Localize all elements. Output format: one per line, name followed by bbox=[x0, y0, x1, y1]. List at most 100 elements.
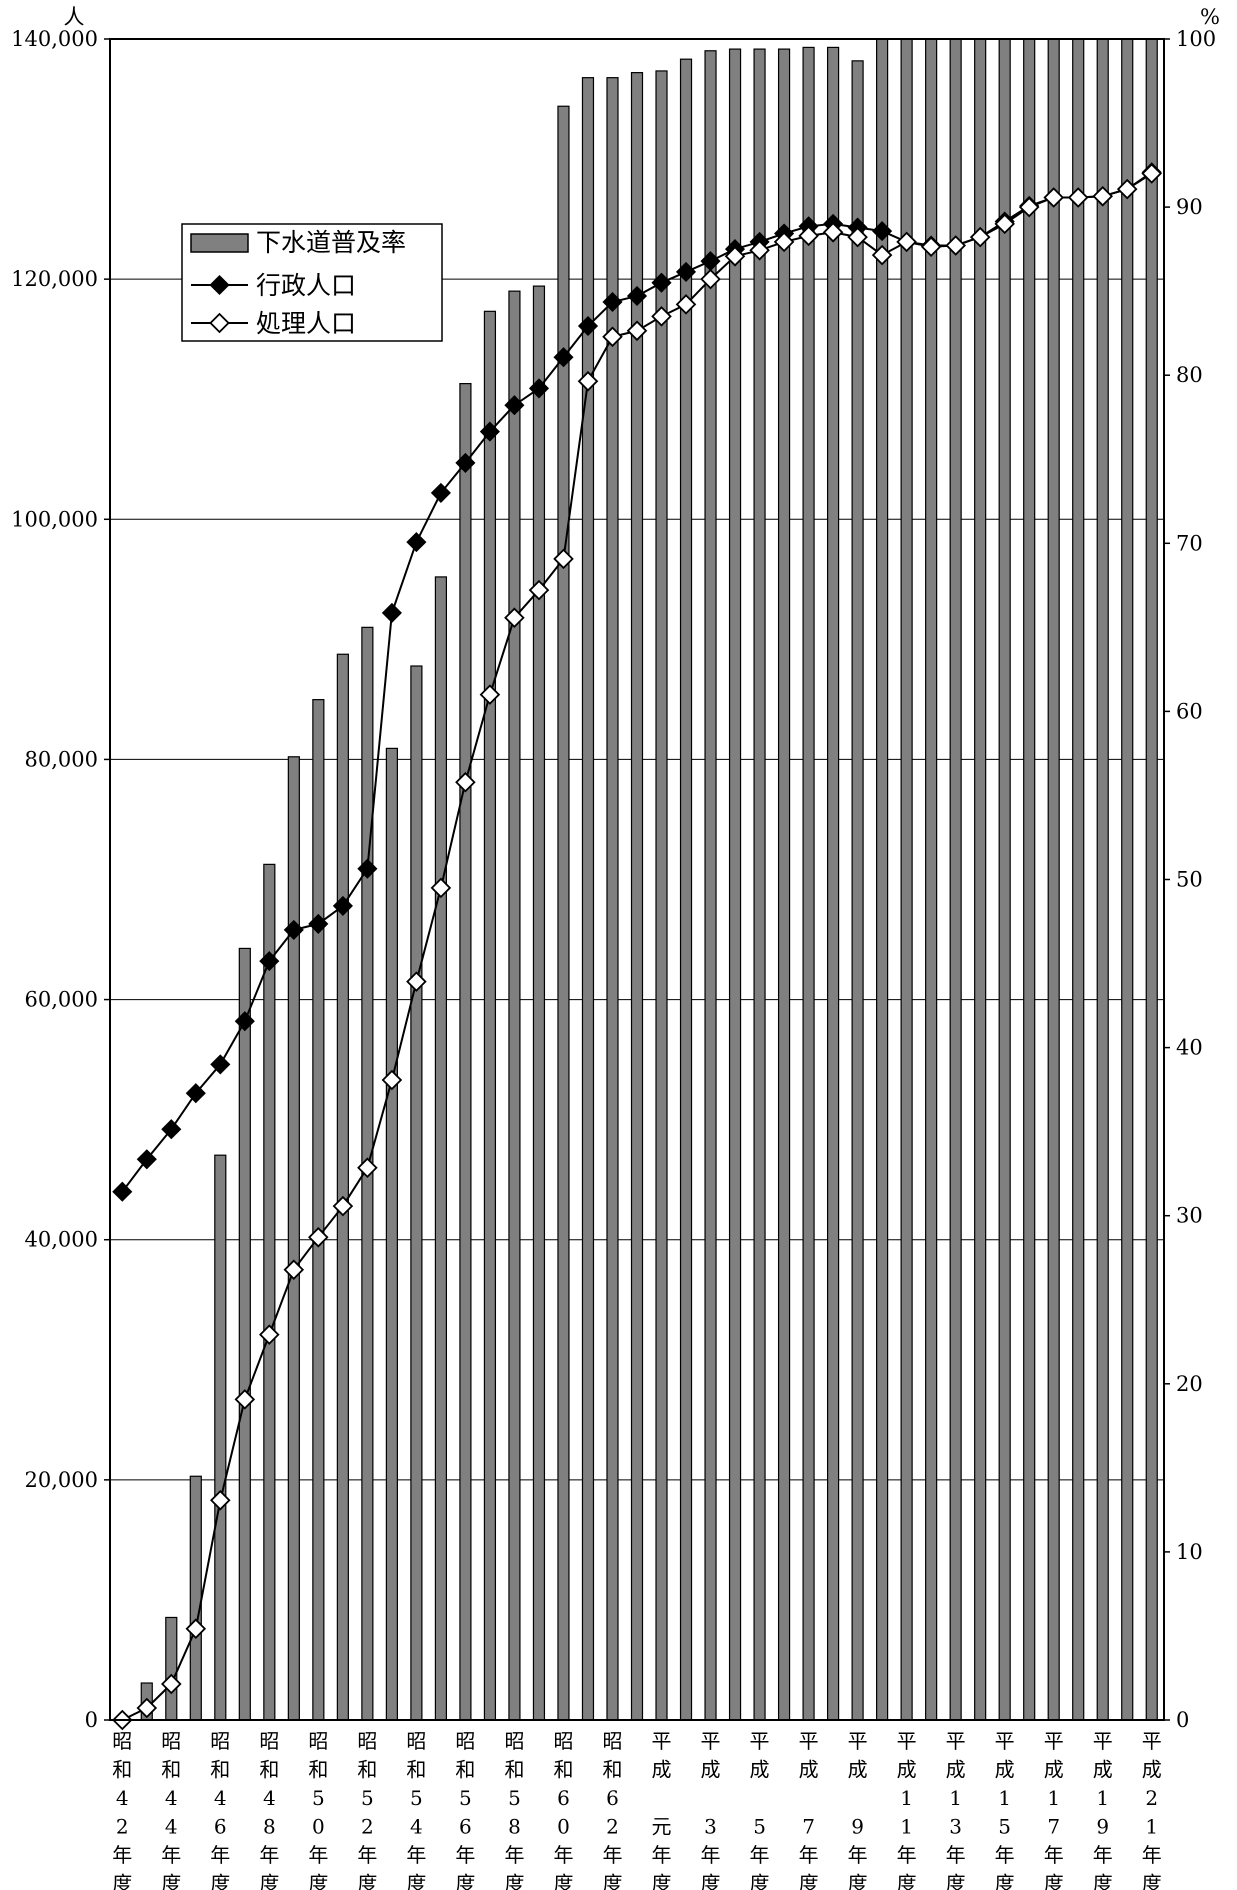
right-tick-label: 90 bbox=[1176, 195, 1203, 219]
marker-open-diamond bbox=[1141, 163, 1162, 184]
marker-open-diamond bbox=[1067, 187, 1089, 208]
legend: 下水道普及率 行政人口 処理人口 bbox=[181, 223, 443, 342]
right-tick-label: 40 bbox=[1176, 1036, 1203, 1060]
category-label-glyph: 成 bbox=[701, 1758, 721, 1782]
marker-open-diamond bbox=[724, 246, 746, 267]
category-label-glyph: 成 bbox=[750, 1758, 770, 1782]
category-label-glyph: 平 bbox=[897, 1729, 917, 1753]
left-tick-label: 40,000 bbox=[25, 1228, 98, 1252]
category-label-glyph: 昭 bbox=[112, 1729, 132, 1753]
bar bbox=[974, 38, 987, 1721]
category-label-glyph: 年 bbox=[1142, 1843, 1162, 1867]
category-label: 昭和 5 6 年度 bbox=[455, 1729, 475, 1890]
category-label-glyph: 昭 bbox=[455, 1729, 475, 1753]
bar bbox=[214, 1154, 227, 1721]
marker-filled-diamond bbox=[283, 919, 304, 940]
bar bbox=[1072, 38, 1085, 1721]
marker-filled-diamond bbox=[185, 1083, 206, 1104]
category-label: 平成 7 年度 bbox=[799, 1729, 819, 1890]
right-axis-ticks: 0 10 20 30 40 50 60 70 80 90 100 bbox=[1164, 27, 1216, 1732]
marker-open-diamond bbox=[1092, 186, 1113, 207]
right-tick-label: 100 bbox=[1176, 27, 1216, 51]
left-tick-label: 100,000 bbox=[11, 507, 98, 531]
category-label-glyph: 平 bbox=[652, 1729, 672, 1753]
marker-open-diamond bbox=[651, 306, 672, 327]
category-label-glyph: 平 bbox=[799, 1729, 819, 1753]
category-label-glyph: 4 bbox=[214, 1786, 227, 1810]
marker-open-diamond bbox=[577, 370, 599, 392]
category-label-glyph: 和 bbox=[553, 1758, 573, 1782]
category-label-glyph: 5 bbox=[753, 1815, 766, 1839]
category-label: 昭和 6 2 年度 bbox=[602, 1729, 622, 1890]
category-label-glyph: 8 bbox=[508, 1815, 521, 1839]
right-tick-label: 0 bbox=[1176, 1708, 1189, 1732]
marker-open-diamond bbox=[455, 771, 476, 793]
category-label-glyph: 0 bbox=[557, 1815, 570, 1839]
marker-open-diamond bbox=[969, 226, 991, 248]
category-label-glyph: 年 bbox=[897, 1843, 917, 1867]
right-tick-label: 10 bbox=[1176, 1540, 1203, 1564]
category-label-glyph: 3 bbox=[949, 1815, 962, 1839]
bar bbox=[410, 665, 423, 1721]
bar bbox=[606, 77, 619, 1721]
marker-filled-diamond bbox=[553, 347, 574, 368]
category-label-glyph: 5 bbox=[998, 1815, 1011, 1839]
left-axis-unit: 人 bbox=[64, 5, 85, 29]
legend-label-admin: 行政人口 bbox=[256, 271, 356, 300]
right-tick-label: 70 bbox=[1176, 531, 1203, 555]
bar bbox=[630, 72, 644, 1721]
category-label-glyph: 度 bbox=[750, 1872, 770, 1890]
category-label-glyph: 年 bbox=[308, 1843, 328, 1867]
category-label-glyph: 度 bbox=[602, 1872, 622, 1890]
marker-open-diamond bbox=[136, 1697, 158, 1719]
category-label: 平成 1 9 年度 bbox=[1093, 1729, 1113, 1890]
category-label-glyph: 度 bbox=[848, 1872, 868, 1890]
category-label-glyph: 年 bbox=[799, 1843, 819, 1867]
category-label-glyph: 2 bbox=[606, 1815, 619, 1839]
category-label-glyph: 成 bbox=[995, 1758, 1015, 1782]
category-label-glyph: 成 bbox=[848, 1758, 868, 1782]
category-label-glyph: 年 bbox=[1093, 1843, 1113, 1867]
marker-open-diamond bbox=[357, 1157, 378, 1178]
marker-filled-diamond bbox=[357, 858, 378, 879]
category-label-glyph: 年 bbox=[210, 1843, 230, 1867]
marker-filled-diamond bbox=[308, 913, 329, 934]
category-label-glyph: 1 bbox=[1096, 1786, 1109, 1810]
bar bbox=[483, 310, 497, 1721]
marker-open-diamond bbox=[945, 235, 966, 256]
category-label-glyph: 年 bbox=[602, 1843, 622, 1867]
category-label-glyph: 成 bbox=[946, 1758, 966, 1782]
marker-open-diamond bbox=[185, 1618, 207, 1639]
marker-open-diamond bbox=[259, 1324, 280, 1345]
category-label-glyph: 成 bbox=[799, 1758, 819, 1782]
marker-open-diamond bbox=[1116, 178, 1138, 200]
marker-open-diamond bbox=[896, 231, 917, 253]
marker-open-diamond bbox=[602, 326, 623, 348]
bar bbox=[876, 38, 889, 1721]
category-label-glyph: 度 bbox=[210, 1872, 230, 1890]
category-label: 平成 5 年度 bbox=[750, 1729, 770, 1890]
marker-filled-diamond bbox=[332, 895, 353, 916]
marker-filled-diamond bbox=[675, 261, 697, 282]
category-label: 平成 3 年度 bbox=[701, 1729, 721, 1890]
marker-open-diamond bbox=[798, 225, 819, 247]
bar bbox=[851, 60, 864, 1721]
category-label: 平成 2 1 年度 bbox=[1142, 1729, 1162, 1890]
right-tick-label: 20 bbox=[1176, 1372, 1203, 1396]
right-tick-label: 80 bbox=[1176, 363, 1203, 387]
category-label-glyph: 0 bbox=[312, 1815, 325, 1839]
category-label: 昭和 4 4 年度 bbox=[161, 1729, 181, 1890]
category-label-glyph: 成 bbox=[1093, 1758, 1113, 1782]
category-label-glyph: 7 bbox=[802, 1815, 815, 1839]
category-label-glyph: 年 bbox=[946, 1843, 966, 1867]
category-label-glyph: 度 bbox=[259, 1872, 279, 1890]
bar bbox=[312, 699, 325, 1721]
category-label-glyph: 度 bbox=[357, 1872, 377, 1890]
legend-bar-swatch bbox=[190, 233, 249, 253]
bar bbox=[434, 576, 448, 1721]
left-tick-label: 0 bbox=[85, 1708, 98, 1732]
bar bbox=[1023, 38, 1036, 1721]
category-label-glyph: 年 bbox=[1044, 1843, 1064, 1867]
bar bbox=[925, 38, 938, 1721]
